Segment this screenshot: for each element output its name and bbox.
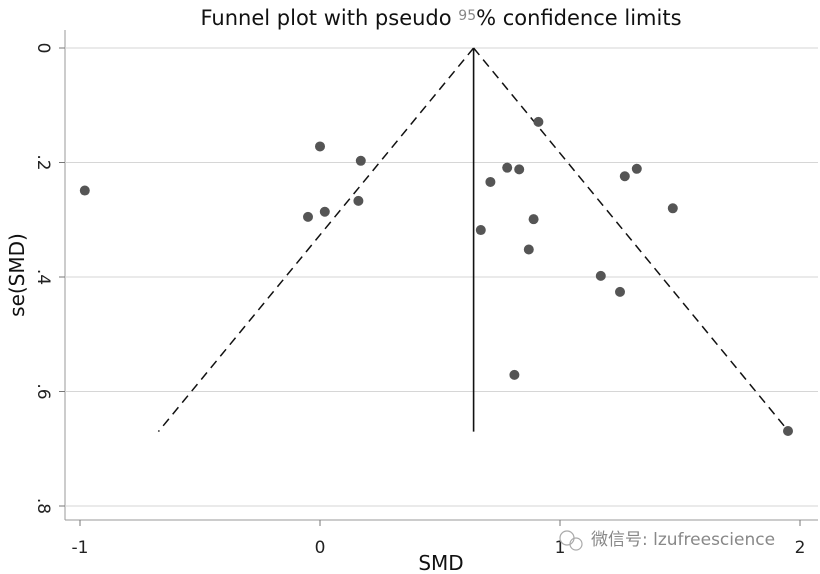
gridlines <box>65 47 818 507</box>
study-point <box>631 163 642 174</box>
x-axis-label: SMD <box>418 551 463 574</box>
study-point <box>533 116 544 127</box>
study-point <box>502 162 513 173</box>
study-point <box>475 225 486 236</box>
study-point <box>528 214 539 225</box>
chart-title-superscript: 95 <box>458 8 476 24</box>
y-tick-label: .4 <box>33 269 53 285</box>
study-point <box>79 185 90 196</box>
study-point <box>509 369 520 380</box>
wechat-icon-bubble <box>569 537 583 551</box>
study-point <box>303 211 313 222</box>
y-axis-label: se(SMD) <box>5 233 29 317</box>
x-tick-label: -1 <box>72 538 89 558</box>
x-tick-label: 1 <box>555 538 566 558</box>
lower-confidence-limit <box>157 47 475 433</box>
study-point <box>319 206 330 217</box>
study-point <box>667 203 678 214</box>
study-point <box>619 171 630 182</box>
study-point <box>523 244 534 255</box>
axis-ticks: 0 .2 .4 .6 .8 -1 0 1 2 <box>33 43 805 558</box>
x-tick-label: 0 <box>315 538 326 558</box>
study-points <box>79 116 793 437</box>
y-tick-label: .8 <box>33 498 53 514</box>
chart-title: Funnel plot with pseudo 95% confidence l… <box>200 6 681 30</box>
watermark: 微信号: lzufreescience <box>559 530 775 551</box>
study-point <box>485 176 496 187</box>
study-point <box>595 270 606 281</box>
funnel-lines <box>157 47 790 433</box>
study-point <box>355 155 366 166</box>
upper-confidence-limit <box>473 47 790 433</box>
y-tick-label: .6 <box>33 383 53 399</box>
y-tick-label: .2 <box>33 154 53 170</box>
y-tick-label: 0 <box>33 43 53 54</box>
study-point <box>615 286 625 297</box>
study-point <box>514 164 525 175</box>
chart-title-prefix: Funnel plot with pseudo <box>200 6 458 30</box>
study-point <box>783 426 793 437</box>
x-tick-label: 2 <box>795 538 806 558</box>
chart-title-suffix: % confidence limits <box>476 6 681 30</box>
watermark-text: 微信号: lzufreescience <box>591 530 775 550</box>
study-point <box>315 141 325 152</box>
study-point <box>353 195 364 206</box>
